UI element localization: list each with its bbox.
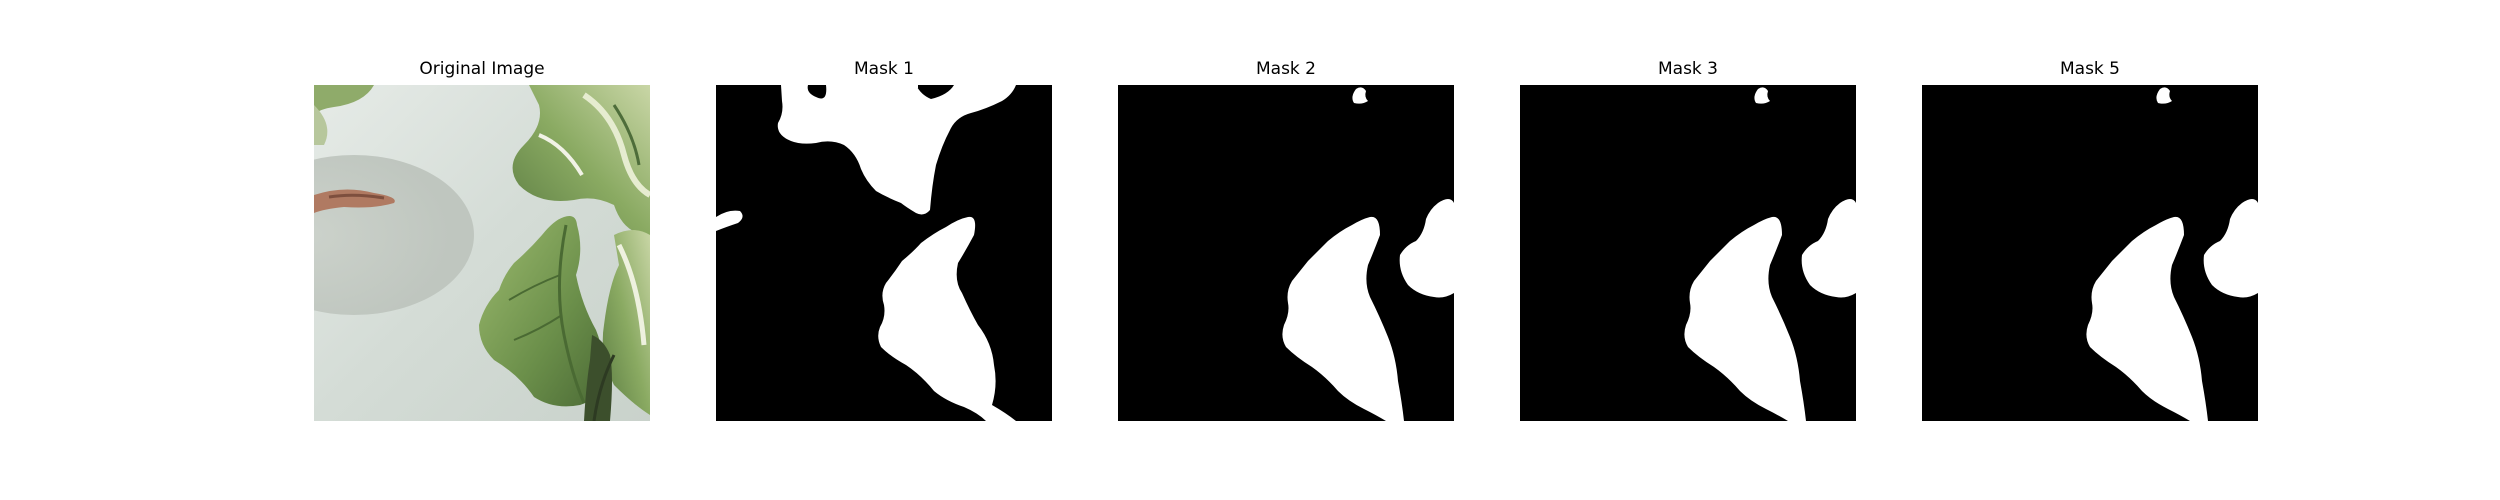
mask-3-panel: Mask 3: [1520, 58, 1856, 424]
mask-1-image: [716, 85, 1052, 421]
mask-3-title: Mask 3: [1657, 59, 1718, 79]
mask-5-image: [1922, 85, 2258, 421]
mask-2-panel: Mask 2: [1118, 58, 1454, 424]
original-image: [314, 85, 650, 421]
mask-1-title: Mask 1: [853, 59, 914, 79]
original-image-title: Original Image: [419, 59, 545, 79]
mask-1-panel: Mask 1: [716, 58, 1052, 424]
original-image-panel: Original Image: [314, 58, 650, 424]
mask-5-panel: Mask 5: [1922, 58, 2258, 424]
mask-2-title: Mask 2: [1255, 59, 1316, 79]
mask-2-image: [1118, 85, 1454, 421]
mask-3-image: [1520, 85, 1856, 421]
mask-5-title: Mask 5: [2059, 59, 2120, 79]
